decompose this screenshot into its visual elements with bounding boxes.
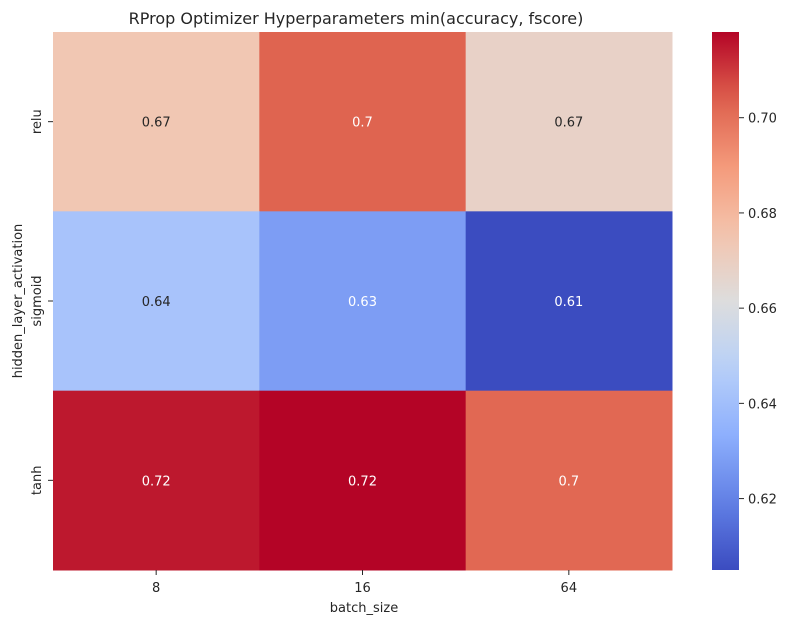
x-axis-ticks: 8 16 64	[152, 570, 577, 596]
cell-value-label: 0.7	[558, 474, 579, 489]
cell-value-label: 0.61	[554, 295, 583, 310]
heatmap-cell	[259, 211, 467, 392]
colorbar-tick-label: 0.68	[748, 207, 777, 222]
colorbar-tick-label: 0.66	[748, 302, 777, 317]
heatmap-cell	[465, 390, 673, 571]
heatmap-cell	[465, 211, 673, 392]
y-tick-label: sigmoid	[30, 275, 45, 326]
colorbar	[712, 32, 739, 570]
heatmap-cell	[259, 32, 467, 212]
y-axis-ticks: relu sigmoid tanh	[30, 109, 53, 495]
cell-value-label: 0.64	[142, 295, 171, 310]
colorbar-tick-label: 0.64	[748, 397, 777, 412]
colorbar-ticks: 0.62 0.64 0.66 0.68 0.70	[739, 112, 777, 508]
x-axis-label: batch_size	[330, 601, 398, 616]
colorbar-tick-label: 0.70	[748, 112, 777, 127]
x-tick-label: 64	[561, 581, 578, 596]
colorbar-tick-label: 0.62	[748, 493, 777, 508]
cell-value-label: 0.67	[142, 116, 171, 131]
heatmap-cell	[53, 32, 260, 212]
heatmap-cell	[465, 32, 673, 212]
cell-value-label: 0.72	[142, 474, 171, 489]
y-tick-label: tanh	[30, 466, 45, 496]
y-tick-label: relu	[30, 109, 45, 134]
heatmap-cell	[259, 390, 467, 571]
cell-value-label: 0.7	[352, 116, 373, 131]
cell-value-label: 0.67	[554, 116, 583, 131]
heatmap-cell	[53, 211, 260, 392]
y-axis-label: hidden_layer_activation	[11, 224, 26, 379]
cell-value-label: 0.72	[348, 474, 377, 489]
chart-title: RProp Optimizer Hyperparameters min(accu…	[129, 9, 584, 28]
cell-value-label: 0.63	[348, 295, 377, 310]
heatmap-cell	[53, 390, 260, 571]
heatmap-cells: 0.67 0.7 0.67 0.64 0.63 0.61 0.72 0.72 0.7	[53, 32, 673, 571]
x-tick-label: 8	[152, 581, 160, 596]
x-tick-label: 16	[354, 581, 371, 596]
